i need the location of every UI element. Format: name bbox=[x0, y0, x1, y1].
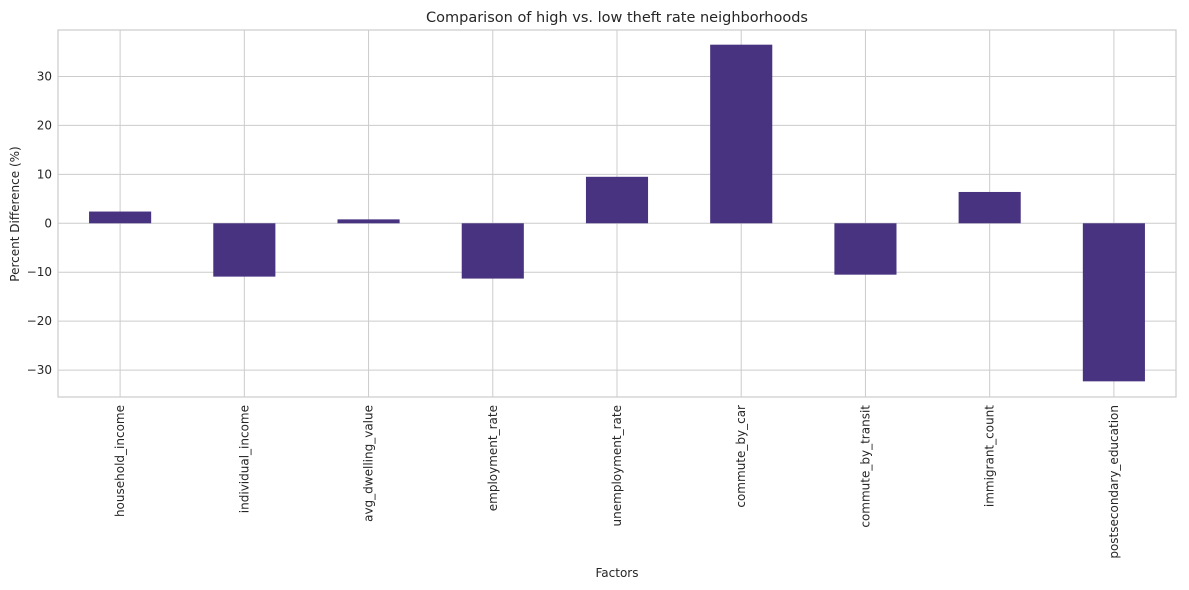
x-tick-label: household_income bbox=[113, 405, 127, 517]
bars bbox=[89, 44, 1145, 382]
bar bbox=[585, 176, 649, 224]
x-axis-label: Factors bbox=[596, 566, 639, 580]
bar bbox=[213, 223, 276, 277]
bar bbox=[1082, 223, 1145, 382]
x-tick-label: immigrant_count bbox=[983, 405, 997, 507]
bar bbox=[710, 44, 773, 224]
x-tick-label: individual_income bbox=[237, 405, 251, 513]
y-tick-label: 0 bbox=[44, 216, 52, 230]
y-tick-label: 20 bbox=[37, 118, 52, 132]
chart-title: Comparison of high vs. low theft rate ne… bbox=[426, 10, 808, 26]
x-tick-label: avg_dwelling_value bbox=[362, 405, 376, 522]
y-tick-label: 10 bbox=[37, 167, 52, 181]
y-tick-label: 30 bbox=[37, 69, 52, 83]
x-tick-label: employment_rate bbox=[486, 405, 500, 511]
bar bbox=[89, 211, 152, 224]
x-tick-label: unemployment_rate bbox=[610, 405, 624, 526]
x-tick-label: commute_by_car bbox=[734, 405, 748, 508]
x-tick-label: postsecondary_education bbox=[1107, 405, 1121, 559]
bar bbox=[337, 219, 400, 224]
x-ticks: household_income individual_income avg_dwe… bbox=[113, 405, 1121, 559]
y-tick-label: −10 bbox=[27, 265, 52, 279]
y-axis-label: Percent Difference (%) bbox=[8, 146, 22, 281]
x-tick-label: commute_by_transit bbox=[858, 405, 872, 528]
y-tick-label: −20 bbox=[27, 314, 52, 328]
y-ticks: −30 −20 −10 0 10 20 30 bbox=[27, 69, 52, 377]
plot-frame bbox=[57, 29, 1177, 398]
y-tick-label: −30 bbox=[27, 363, 52, 377]
bar bbox=[461, 223, 524, 279]
bar bbox=[958, 191, 1021, 224]
bar bbox=[834, 223, 897, 275]
